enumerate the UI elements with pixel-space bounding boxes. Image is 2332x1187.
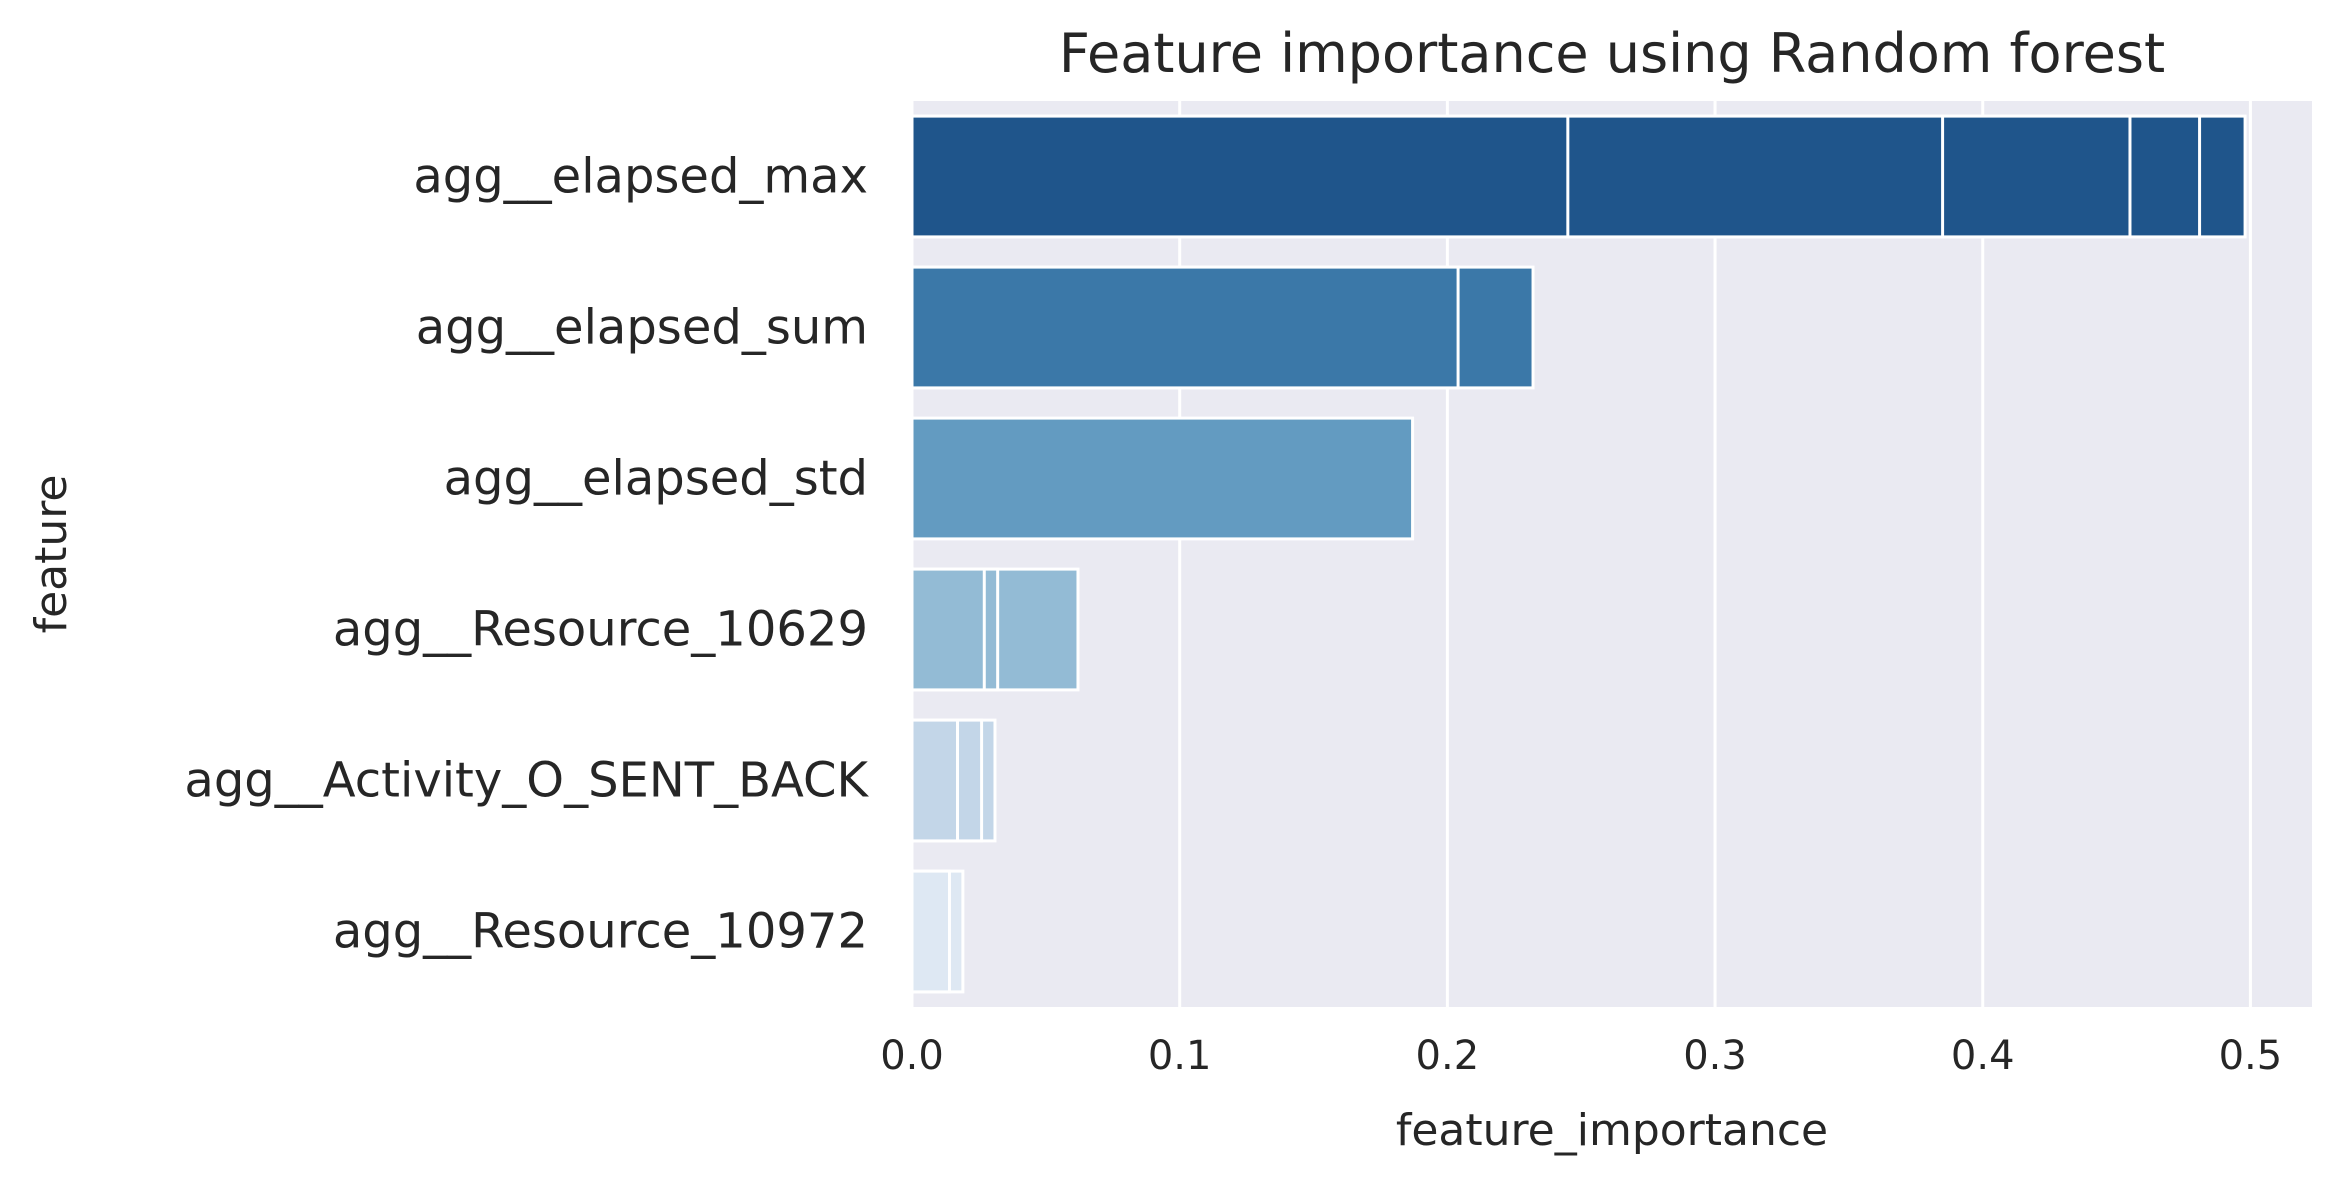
- x-tick-label: 0.0: [880, 1033, 944, 1079]
- bar-agg-elapsed-sum: [910, 265, 1535, 390]
- x-tick-label: 0.1: [1148, 1033, 1212, 1079]
- bar-segment: [910, 416, 1415, 541]
- y-tick-label: agg__elapsed_max: [413, 149, 868, 205]
- x-tick-labels: 0.0 0.1 0.2 0.3 0.4 0.5: [880, 1033, 2282, 1079]
- y-tick-label: agg__elapsed_std: [444, 451, 868, 507]
- bar-segment: [910, 718, 960, 843]
- y-tick-label: agg__Resource_10972: [333, 904, 868, 960]
- grid-lines: [910, 101, 2252, 1007]
- bar-segment: [910, 114, 1570, 239]
- x-axis-label: feature_importance: [1396, 1105, 1828, 1156]
- chart-title: Feature importance using Random forest: [1059, 22, 2165, 85]
- bar-segment: [910, 265, 1460, 390]
- bar-agg-activity-o-sent-back: [910, 718, 997, 843]
- plot-background: [912, 101, 2312, 1007]
- bar-agg-resource-10629: [910, 567, 1080, 692]
- y-axis-label: feature: [26, 475, 77, 634]
- bar-agg-resource-10972: [910, 869, 965, 994]
- bar-agg-elapsed-max: [910, 114, 2247, 239]
- bar-segment: [910, 567, 986, 692]
- x-tick-label: 0.4: [1951, 1033, 2015, 1079]
- y-tick-label: agg__Activity_O_SENT_BACK: [184, 753, 869, 809]
- y-tick-label: agg__elapsed_sum: [416, 300, 868, 356]
- y-tick-label: agg__Resource_10629: [333, 602, 868, 658]
- bar-segment: [910, 869, 951, 994]
- y-tick-labels: agg__elapsed_max agg__elapsed_sum agg__ela…: [184, 149, 869, 960]
- x-tick-label: 0.2: [1416, 1033, 1480, 1079]
- bars: [910, 114, 2247, 994]
- x-tick-label: 0.5: [2219, 1033, 2283, 1079]
- bar-agg-elapsed-std: [910, 416, 1415, 541]
- x-tick-label: 0.3: [1683, 1033, 1747, 1079]
